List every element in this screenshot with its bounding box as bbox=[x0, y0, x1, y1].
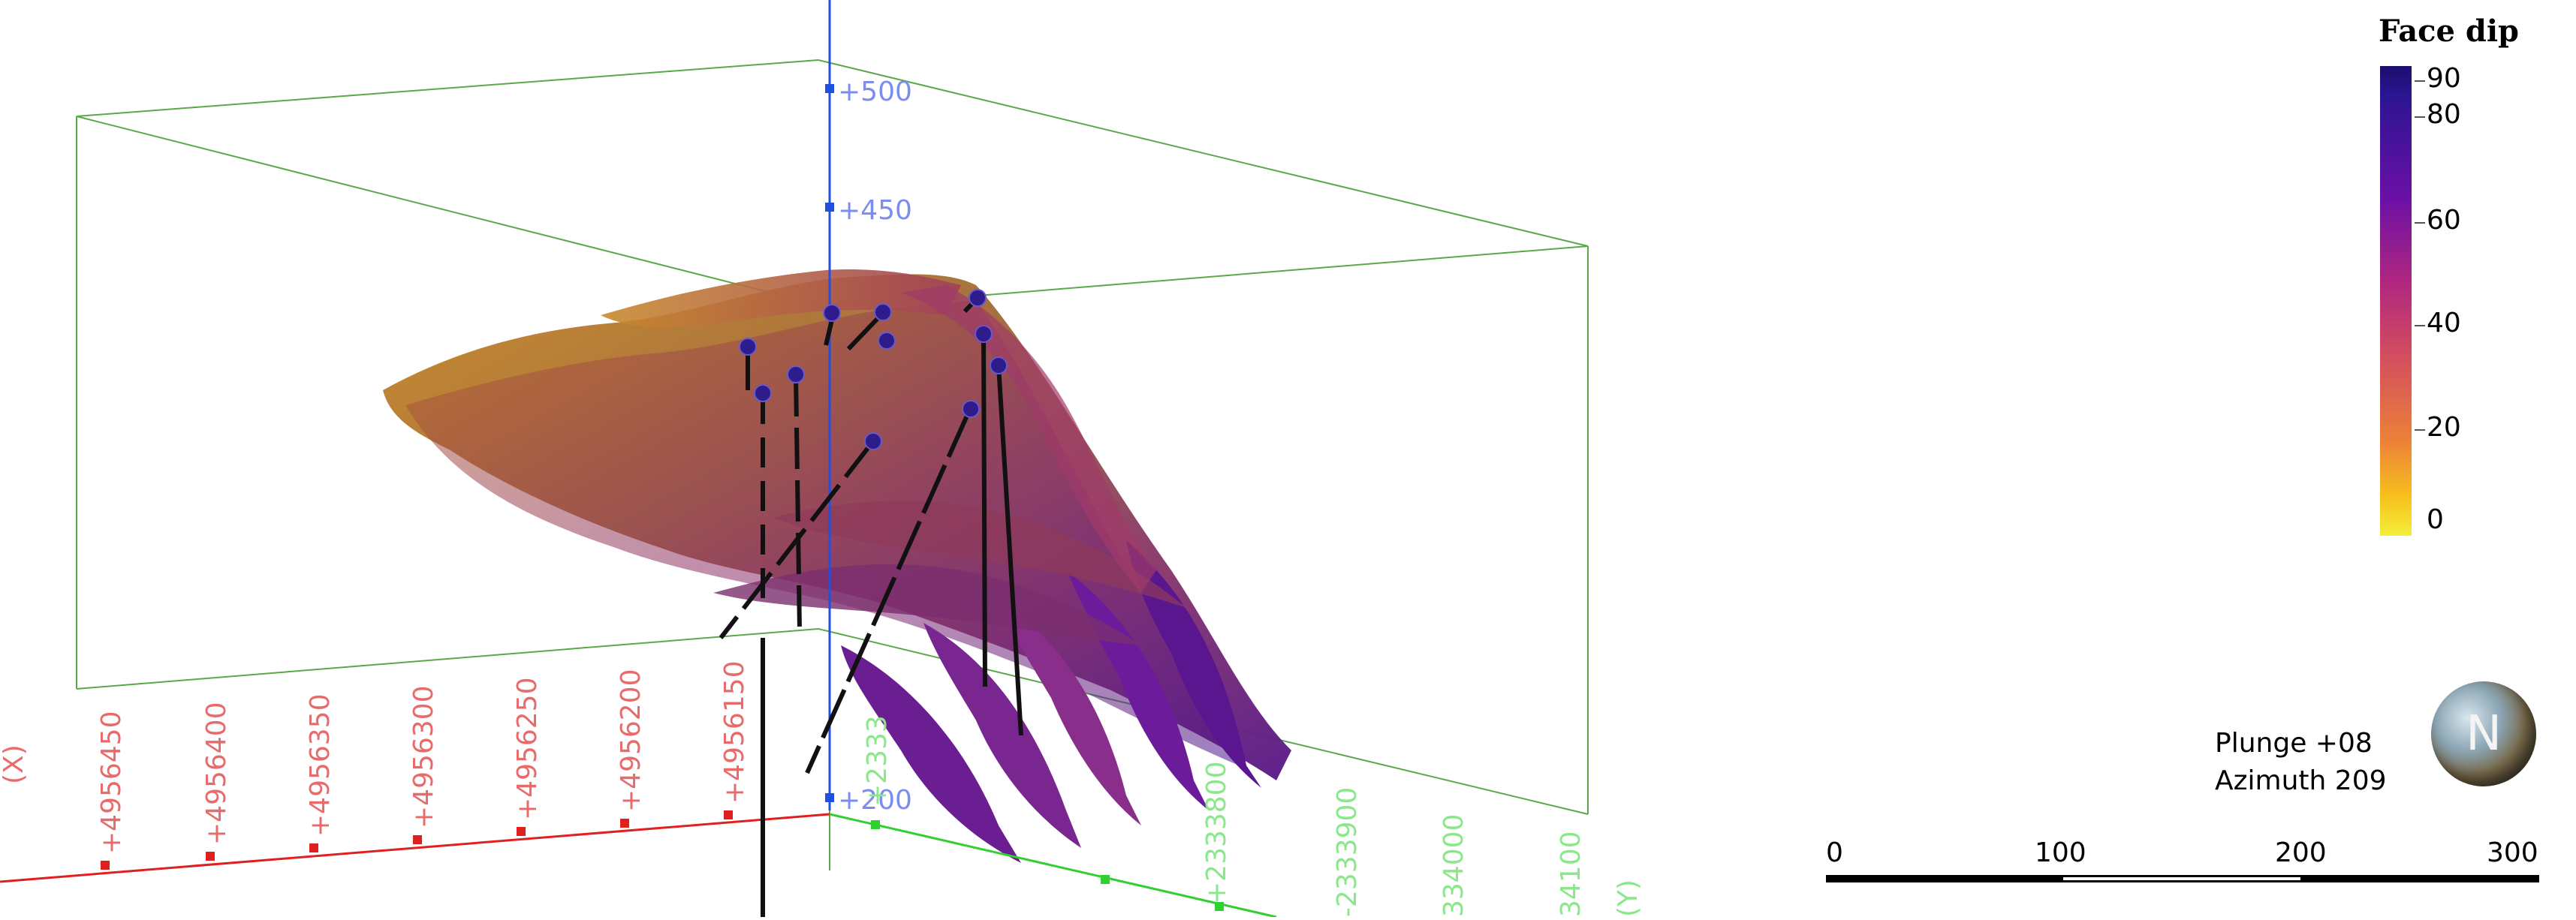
legend-label-60: 60 bbox=[2427, 205, 2461, 236]
y-label-34100: 34100 bbox=[1556, 831, 1586, 917]
x-label-4956200: +4956200 bbox=[616, 669, 646, 813]
z-label-500: +500 bbox=[838, 77, 912, 107]
y-label-2333: +2333 bbox=[862, 715, 893, 807]
legend-tick-20 bbox=[2415, 429, 2425, 431]
scale-label-300: 300 bbox=[2487, 837, 2538, 868]
azimuth-readout: Azimuth 209 bbox=[2215, 765, 2387, 796]
legend-tick-40 bbox=[2415, 325, 2425, 326]
x-label-4956250: +4956250 bbox=[512, 678, 543, 821]
scale-segment-1 bbox=[1826, 875, 2063, 882]
legend-title: Face dip bbox=[2379, 14, 2519, 49]
scale-segment-3 bbox=[2300, 875, 2539, 882]
legend-tick-60 bbox=[2415, 222, 2425, 224]
x-axis-letter: (X) bbox=[0, 744, 29, 784]
y-axis-labels: +2333 +2333800 -2333900 334000 34100 (Y) bbox=[862, 715, 1644, 917]
y-label-334000: 334000 bbox=[1439, 814, 1469, 917]
drillhole-collars[interactable] bbox=[739, 289, 1008, 450]
plunge-readout: Plunge +08 bbox=[2215, 728, 2373, 759]
scale-segment-2 bbox=[2063, 875, 2300, 882]
x-axis bbox=[0, 810, 830, 883]
x-label-4956450: +4956450 bbox=[96, 711, 127, 855]
compass-north-letter: N bbox=[2466, 706, 2502, 762]
legend-label-0: 0 bbox=[2427, 504, 2444, 535]
x-label-4956400: +4956400 bbox=[201, 702, 232, 846]
x-label-4956350: +4956350 bbox=[305, 694, 336, 837]
z-axis bbox=[825, 0, 834, 810]
legend-label-40: 40 bbox=[2427, 308, 2461, 338]
y-axis-letter: (Y) bbox=[1613, 879, 1644, 917]
legend-tick-80 bbox=[2415, 116, 2425, 118]
fault-surfaces[interactable] bbox=[383, 269, 1291, 863]
legend-label-90: 90 bbox=[2427, 63, 2461, 94]
legend-label-20: 20 bbox=[2427, 412, 2461, 443]
compass-icon[interactable]: N bbox=[2431, 681, 2536, 786]
x-label-4956150: +4956150 bbox=[719, 661, 750, 804]
legend-label-80: 80 bbox=[2427, 99, 2461, 130]
z-label-200: +200 bbox=[838, 785, 912, 816]
scale-label-0: 0 bbox=[1826, 837, 1843, 868]
x-label-4956300: +4956300 bbox=[408, 686, 439, 829]
z-axis-labels: +500 +450 +200 bbox=[838, 77, 912, 816]
z-label-450: +450 bbox=[838, 195, 912, 226]
scale-label-100: 100 bbox=[2035, 837, 2086, 868]
y-label-2333800: +2333800 bbox=[1201, 762, 1232, 905]
y-axis bbox=[829, 813, 1277, 918]
x-axis-labels: (X) +4956450 +4956400 +4956350 +4956300 … bbox=[0, 661, 750, 855]
y-label-2333900: -2333900 bbox=[1332, 787, 1363, 917]
scale-label-200: 200 bbox=[2275, 837, 2327, 868]
legend-tick-90 bbox=[2415, 80, 2425, 82]
drillholes[interactable] bbox=[719, 296, 1023, 917]
legend-color-bar bbox=[2380, 66, 2412, 536]
